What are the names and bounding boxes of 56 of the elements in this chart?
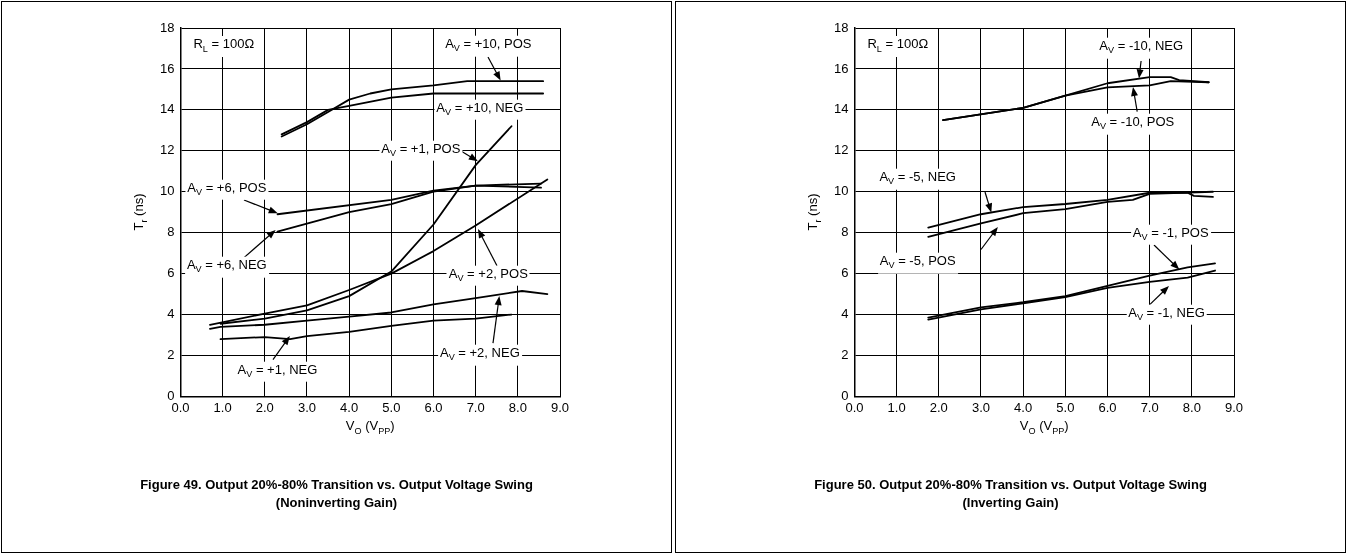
legend-label: A$_{V}$ = +1, NEG bbox=[235, 361, 320, 383]
y-tick-label: 18 bbox=[833, 19, 849, 35]
x-tick-label: 4.0 bbox=[340, 399, 359, 415]
x-tick-label: 5.0 bbox=[382, 399, 401, 415]
x-tick-label: 8.0 bbox=[1182, 399, 1201, 415]
x-axis-title: V$_{O}$ (V$_{PP}$) bbox=[1019, 418, 1069, 436]
x-tick-label: 7.0 bbox=[466, 399, 485, 415]
x-tick-label: 9.0 bbox=[1224, 399, 1244, 415]
y-tick-label: 16 bbox=[159, 60, 175, 76]
series-label: A$_{V}$ = +6, POS bbox=[185, 179, 269, 200]
y-tick-label: 2 bbox=[167, 347, 175, 363]
y-tick-label: 10 bbox=[833, 183, 849, 199]
series-label: A$_{V}$ = +10, NEG bbox=[434, 99, 526, 121]
y-tick-label: 12 bbox=[159, 142, 175, 158]
x-tick-label: 9.0 bbox=[550, 399, 570, 415]
x-tick-label: 6.0 bbox=[1098, 399, 1117, 415]
x-tick-label: 7.0 bbox=[1140, 399, 1159, 415]
y-tick-label: 10 bbox=[159, 183, 175, 199]
y-tick-label: 8 bbox=[167, 224, 175, 240]
y-tick-label: 12 bbox=[833, 142, 849, 158]
x-tick-label: 2.0 bbox=[255, 399, 274, 415]
text: A$_{V}$ = -5, NEG bbox=[877, 169, 958, 190]
y-tick-label: 18 bbox=[159, 19, 175, 35]
x-axis-title: V$_{O}$ (V$_{PP}$) bbox=[345, 418, 395, 436]
y-tick-label: 6 bbox=[167, 265, 175, 281]
text: Figure 50. Output 20%-80% Transition vs. Output Voltage Swing (Inverting Gain) bbox=[813, 476, 1208, 512]
annotation: R$_{L}$ = 100Ω bbox=[864, 36, 932, 57]
y-tick-label: 2 bbox=[841, 347, 849, 363]
x-tick-label: 1.0 bbox=[213, 399, 232, 415]
legend-label: A$_{V}$ = +6, NEG bbox=[184, 257, 269, 278]
y-tick-label: 14 bbox=[159, 101, 175, 117]
x-tick-label: 2.0 bbox=[929, 399, 948, 415]
legend-label: A$_{V}$ = -10, POS bbox=[1089, 113, 1177, 135]
x-tick-label: 8.0 bbox=[508, 399, 527, 415]
x-tick-label: 6.0 bbox=[424, 399, 443, 415]
y-tick-label: 14 bbox=[833, 101, 849, 117]
series-label: A$_{V}$ = -5, POS bbox=[877, 253, 958, 274]
x-tick-label: 5.0 bbox=[1056, 399, 1075, 415]
series-label: A$_{V}$ = +1, POS bbox=[379, 140, 463, 162]
text: A$_{V}$ = +10, POS bbox=[443, 36, 534, 57]
text: Figure 49. Output 20%-80% Transition vs. Output Voltage Swing (Noninverting Gain) bbox=[139, 476, 534, 512]
text: A$_{V}$ = +2, NEG bbox=[437, 345, 522, 366]
annotation: R$_{L}$ = 100Ω bbox=[190, 36, 258, 57]
y-tick-label: 4 bbox=[167, 306, 175, 322]
y-tick-label: 4 bbox=[841, 306, 849, 322]
legend-label: A$_{V}$ = -1, NEG bbox=[1126, 304, 1207, 325]
y-tick-label: 6 bbox=[841, 265, 849, 281]
x-tick-label: 4.0 bbox=[1014, 399, 1033, 415]
series-label: A$_{V}$ = -10, NEG bbox=[1097, 38, 1186, 59]
y-tick-label: 16 bbox=[833, 60, 849, 76]
legend-label: A$_{V}$ = +2, POS bbox=[446, 265, 530, 286]
x-tick-label: 3.0 bbox=[297, 399, 317, 415]
series-label: A$_{V}$ = -1, POS bbox=[1130, 224, 1211, 245]
x-tick-label: 3.0 bbox=[971, 399, 991, 415]
y-tick-label: 8 bbox=[841, 224, 849, 240]
x-tick-label: 1.0 bbox=[887, 399, 906, 415]
